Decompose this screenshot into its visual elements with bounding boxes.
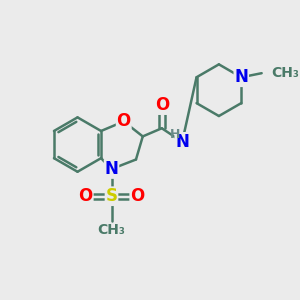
Text: N: N — [105, 160, 118, 178]
Text: CH₃: CH₃ — [271, 66, 299, 80]
Text: O: O — [155, 96, 169, 114]
Text: N: N — [234, 68, 248, 86]
Text: O: O — [117, 112, 131, 130]
Text: N: N — [175, 133, 189, 151]
Text: O: O — [130, 187, 145, 205]
Text: H: H — [169, 128, 180, 141]
Text: CH₃: CH₃ — [98, 224, 125, 237]
Text: S: S — [106, 187, 118, 205]
Text: O: O — [79, 187, 93, 205]
